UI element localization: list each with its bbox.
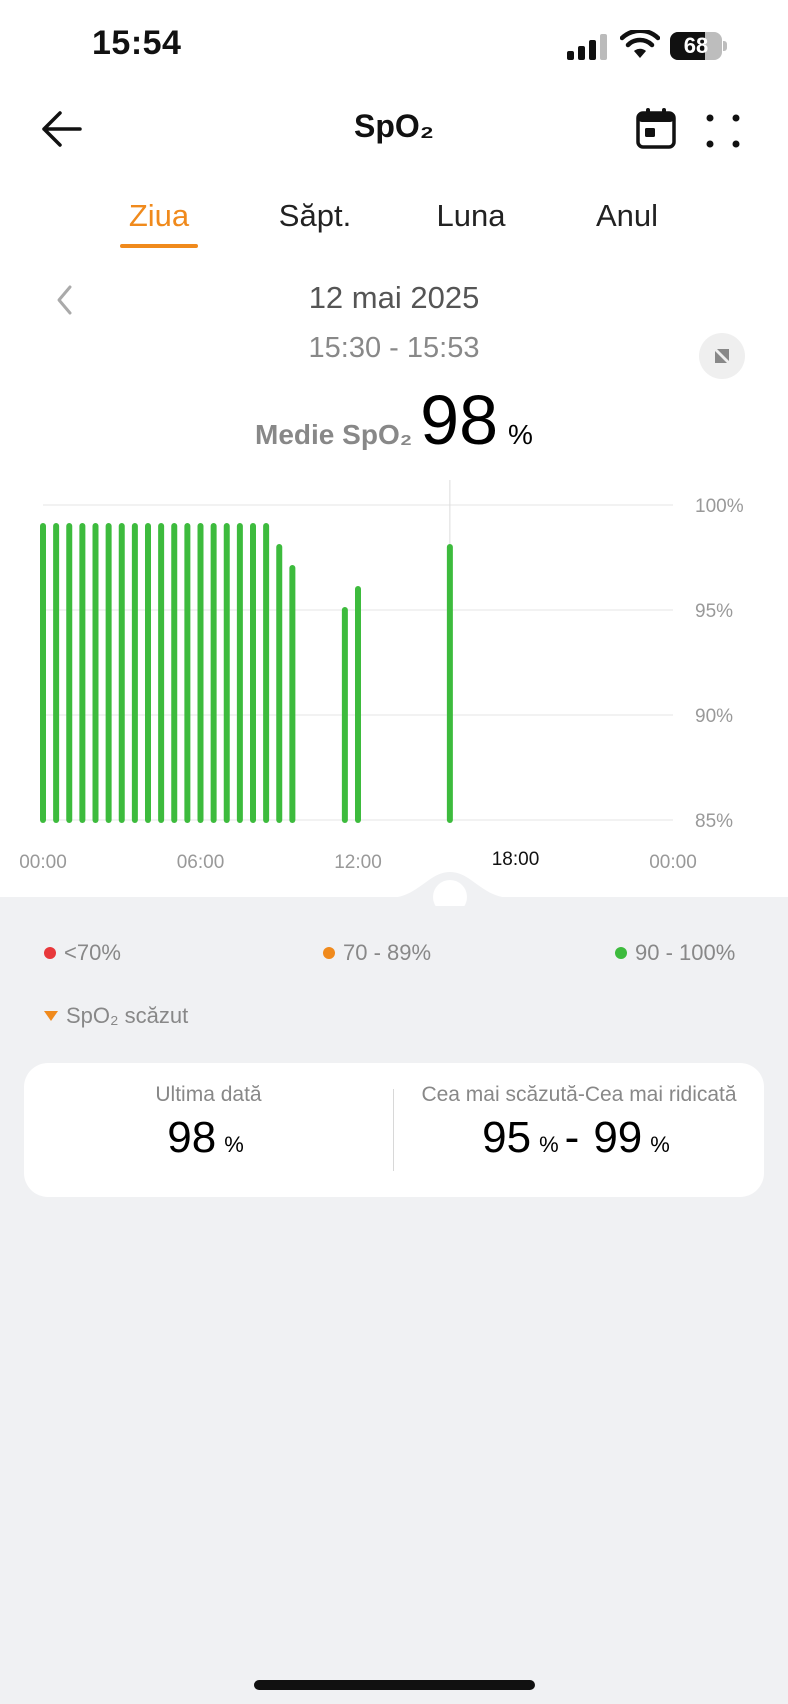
tab-week[interactable]: Săpt. [278,198,352,233]
average-label: Medie SpO₂ [255,419,413,450]
average-value: 98 [420,381,499,459]
low-spo2-triangle-icon [44,1011,58,1021]
battery-icon: 68 [670,32,728,60]
status-time: 15:54 [92,24,182,62]
average-spo2: Medie SpO₂ 98% [0,380,788,460]
red-dot-icon [44,947,56,959]
battery-percent: 68 [683,33,709,58]
time-range-label: 15:30 - 15:53 [308,332,480,364]
card-divider [393,1089,394,1171]
min-unit: % [539,1132,559,1157]
y-tick-label: 85% [695,811,733,832]
legend-90-100: 90 - 100% [615,940,735,966]
date-label: 12 mai 2025 [308,280,480,315]
back-arrow-icon[interactable] [38,104,88,154]
min-max-reading: Cea mai scăzută-Cea mai ridicată 95% -99% [394,1083,764,1163]
y-tick-label: 95% [695,601,733,622]
summary-card: Ultima dată 98% Cea mai scăzută-Cea mai … [24,1063,764,1197]
cellular-signal-icon [567,34,609,60]
orange-dot-icon [323,947,335,959]
page-title: SpO₂ [354,108,434,144]
tab-day[interactable]: Ziua [128,198,190,233]
x-tick-label: 00:00 [649,852,697,873]
lower-panel [0,897,788,1704]
home-indicator[interactable] [254,1680,535,1690]
legend-low-spo2: SpO₂ scăzut [44,1003,188,1029]
fullscreen-expand-icon[interactable] [699,333,745,379]
y-tick-label: 90% [695,706,733,727]
max-unit: % [650,1132,670,1157]
last-reading-unit: % [224,1132,244,1157]
x-tick-label: 12:00 [334,852,382,873]
max-value: 99 [593,1113,643,1162]
legend-below-70: <70% [44,940,121,966]
tab-month[interactable]: Luna [436,198,506,233]
last-reading-value: 98 [167,1113,217,1162]
active-tab-indicator [120,244,198,248]
spo2-bar-chart[interactable]: 100% 95% 90% 85% 00:00 06:00 12:00 18:00 00:00 [0,470,788,880]
min-max-label: Cea mai scăzută-Cea mai ridicată [421,1083,737,1106]
wifi-icon [620,30,660,58]
legend-70-89: 70 - 89% [323,940,431,966]
green-dot-icon [615,947,627,959]
chart-selector-notch[interactable] [388,866,512,906]
average-unit: % [508,419,533,450]
x-tick-label: 00:00 [19,852,67,873]
calendar-icon[interactable] [634,106,678,150]
y-tick-label: 100% [695,496,744,517]
x-tick-label: 06:00 [177,852,225,873]
previous-day-chevron-icon[interactable] [50,282,80,318]
last-reading: Ultima dată 98% [24,1083,393,1163]
more-options-icon[interactable] [700,108,746,154]
tab-year[interactable]: Anul [595,198,659,233]
x-tick-label: 18:00 [492,849,540,870]
min-value: 95 [482,1113,532,1162]
last-reading-label: Ultima dată [155,1083,262,1106]
range-separator: - [564,1113,580,1162]
